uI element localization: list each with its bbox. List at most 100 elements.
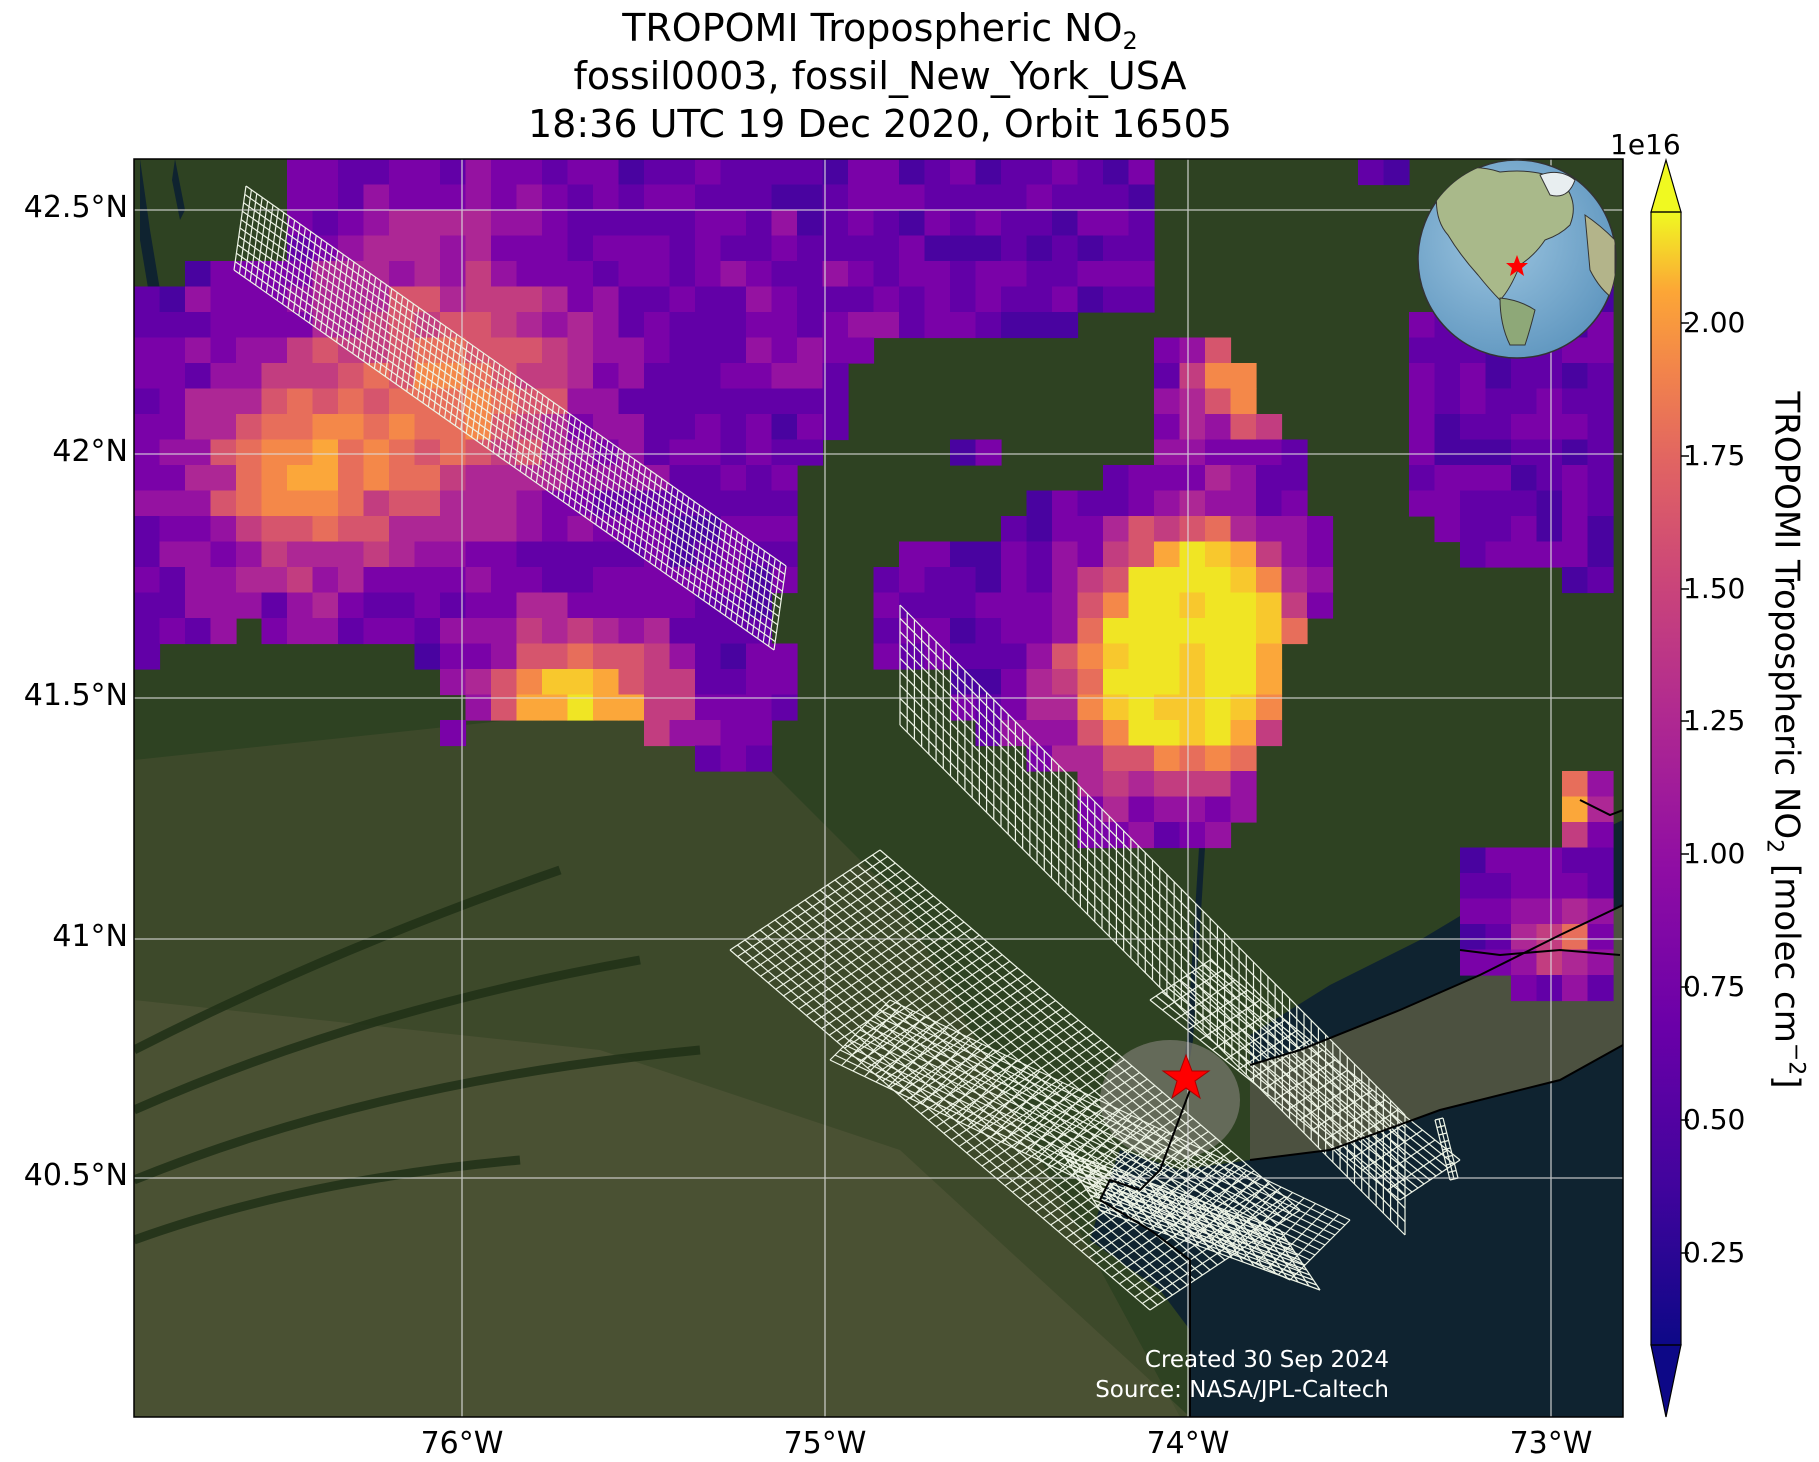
no2-pixel [1179, 388, 1206, 415]
no2-pixel [414, 210, 441, 237]
no2-pixel [1230, 388, 1257, 415]
no2-pixel [899, 541, 926, 568]
no2-pixel [1230, 414, 1257, 441]
swath-line [737, 944, 1158, 1306]
no2-pixel [1536, 363, 1563, 390]
no2-pixel [950, 184, 977, 211]
no2-pixel [1460, 465, 1487, 492]
no2-pixel [1536, 490, 1563, 517]
no2-pixel [1077, 720, 1104, 747]
swath-line [1173, 983, 1425, 1185]
no2-pixel [1179, 592, 1206, 619]
no2-pixel [771, 235, 798, 262]
no2-pixel [312, 541, 339, 568]
no2-pixel [1001, 286, 1028, 313]
no2-pixel [924, 286, 951, 313]
no2-pixel [1230, 465, 1257, 492]
no2-pixel [950, 541, 977, 568]
no2-pixel [236, 592, 263, 619]
no2-pixel [848, 210, 875, 237]
lat-label: 40.5°N [23, 1158, 128, 1193]
no2-pixel [1536, 414, 1563, 441]
no2-pixel [414, 414, 441, 441]
no2-pixel [1052, 286, 1079, 313]
no2-pixel [1128, 210, 1155, 237]
no2-pixel [797, 261, 824, 288]
no2-pixel [185, 286, 212, 313]
no2-pixel [1052, 210, 1079, 237]
no2-pixel [1434, 388, 1461, 415]
no2-pixel [720, 235, 747, 262]
no2-pixel [1536, 388, 1563, 415]
no2-pixel [1154, 465, 1181, 492]
no2-pixel [873, 159, 900, 186]
no2-pixel [644, 669, 671, 696]
no2-pixel [1434, 414, 1461, 441]
no2-pixel [134, 363, 161, 390]
no2-pixel [236, 439, 263, 466]
no2-pixel [1562, 516, 1589, 543]
no2-pixel [185, 567, 212, 594]
colorbar-tick-label: 0.25 [1683, 1236, 1746, 1269]
no2-pixel [185, 516, 212, 543]
no2-pixel [236, 312, 263, 339]
no2-pixel [771, 465, 798, 492]
no2-pixel [1205, 822, 1232, 849]
no2-pixel [261, 465, 288, 492]
no2-pixel [1460, 414, 1487, 441]
no2-pixel [618, 312, 645, 339]
no2-pixel [516, 261, 543, 288]
no2-pixel [873, 312, 900, 339]
no2-pixel [771, 312, 798, 339]
no2-pixel [822, 388, 849, 415]
no2-pixel [134, 286, 161, 313]
swath-line [237, 244, 778, 626]
no2-pixel [465, 567, 492, 594]
no2-pixel [1103, 669, 1130, 696]
no2-pixel [389, 567, 416, 594]
no2-pixel [1511, 975, 1538, 1002]
no2-pixel [1205, 541, 1232, 568]
no2-pixel [924, 312, 951, 339]
no2-pixel [695, 643, 722, 670]
no2-pixel [1128, 286, 1155, 313]
no2-pixel [1154, 771, 1181, 798]
no2-pixel [720, 261, 747, 288]
lat-label: 41.5°N [23, 678, 128, 713]
no2-pixel [491, 465, 518, 492]
no2-pixel [1001, 235, 1028, 262]
no2-pixel [1179, 796, 1206, 823]
no2-pixel [338, 210, 365, 237]
no2-pixel [1077, 822, 1104, 849]
swath-line [245, 185, 787, 567]
no2-pixel [669, 312, 696, 339]
no2-pixel [848, 261, 875, 288]
no2-pixel [236, 490, 263, 517]
swath-line [242, 210, 783, 592]
no2-pixel [1587, 490, 1614, 517]
no2-pixel [1587, 414, 1614, 441]
no2-pixel [899, 312, 926, 339]
no2-pixel [975, 235, 1002, 262]
swath-line [1185, 975, 1437, 1177]
no2-pixel [1281, 592, 1308, 619]
no2-pixel [236, 516, 263, 543]
no2-pixel [644, 414, 671, 441]
no2-pixel [134, 592, 161, 619]
no2-pixel [1103, 694, 1130, 721]
no2-pixel [1485, 490, 1512, 517]
no2-pixel [542, 541, 569, 568]
no2-pixel [1485, 363, 1512, 390]
no2-pixel [644, 210, 671, 237]
swath-line [767, 924, 1188, 1286]
no2-pixel [134, 567, 161, 594]
no2-pixel [1052, 592, 1079, 619]
no2-pixel [669, 694, 696, 721]
no2-pixel [159, 465, 186, 492]
no2-pixel [465, 465, 492, 492]
no2-pixel [695, 720, 722, 747]
no2-pixel [1026, 235, 1053, 262]
no2-pixel [1205, 490, 1232, 517]
no2-pixel [669, 414, 696, 441]
no2-pixel [1307, 516, 1334, 543]
